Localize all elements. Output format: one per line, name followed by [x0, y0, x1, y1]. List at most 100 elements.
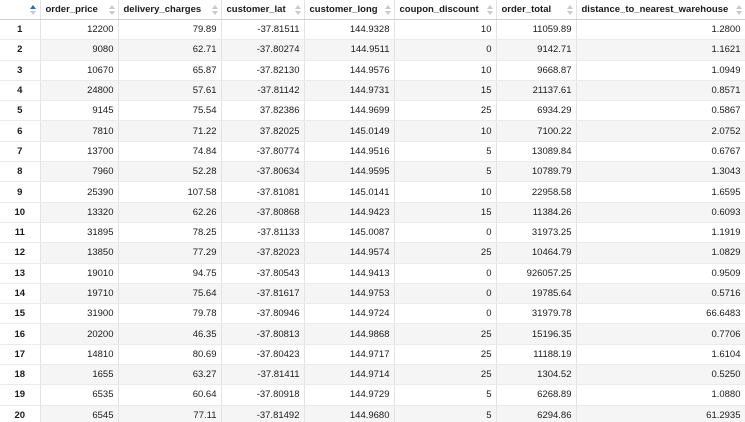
cell-delivery-charges: 74.84: [118, 141, 222, 163]
cell-order-total: 6934.29: [496, 100, 577, 122]
cell-delivery-charges: 77.11: [118, 405, 222, 422]
cell-customer-long: 144.9724: [304, 303, 395, 325]
row-number: 11: [0, 222, 41, 244]
column-header-customer-lat[interactable]: customer_lat: [221, 0, 305, 20]
cell-customer-long: 144.9753: [304, 283, 395, 305]
table-row[interactable]: 12 13850 77.29 -37.82023 144.9574 25 10464.79 1…: [0, 242, 745, 264]
cell-order-price: 7810: [40, 120, 119, 142]
table-row[interactable]: 17 14810 80.69 -37.80423 144.9717 25 11188.19 1…: [0, 344, 745, 366]
cell-delivery-charges: 75.54: [118, 100, 222, 122]
table-row[interactable]: 6 7810 71.22 37.82025 145.0149 10 7100.22 2.075…: [0, 120, 745, 142]
table-row[interactable]: 2 9080 62.71 -37.80274 144.9511 0 9142.71 1.162…: [0, 39, 745, 61]
cell-coupon-discount: 0: [394, 283, 497, 305]
table-row[interactable]: 20 6545 77.11 -37.81492 144.9680 5 6294.86 61.2…: [0, 405, 745, 422]
table-row[interactable]: 13 19010 94.75 -37.80543 144.9413 0 926057.25 0…: [0, 263, 745, 284]
table-row[interactable]: 14 19710 75.64 -37.81617 144.9753 0 19785.64 0.…: [0, 283, 745, 305]
cell-customer-long: 144.9717: [304, 344, 395, 366]
cell-customer-lat: -37.80543: [221, 263, 305, 284]
cell-order-total: 6294.86: [496, 405, 577, 422]
column-header-coupon-discount[interactable]: coupon_discount: [394, 0, 497, 20]
cell-order-total: 6268.89: [496, 384, 577, 406]
cell-distance-to-nearest-warehouse: 0.7706: [576, 323, 745, 345]
column-header-customer-long[interactable]: customer_long: [304, 0, 395, 20]
column-header-label: coupon_discount: [399, 4, 479, 15]
cell-order-price: 19010: [40, 263, 119, 284]
column-header-distance-to-nearest-warehouse[interactable]: distance_to_nearest_warehouse: [576, 0, 745, 20]
table-row[interactable]: 4 24800 57.61 -37.81142 144.9731 15 21137.61 0.…: [0, 80, 745, 102]
row-number: 20: [0, 405, 41, 422]
cell-order-price: 1655: [40, 364, 119, 386]
cell-customer-lat: -37.80423: [221, 344, 305, 366]
cell-delivery-charges: 94.75: [118, 263, 222, 284]
cell-coupon-discount: 5: [394, 161, 497, 183]
cell-delivery-charges: 63.27: [118, 364, 222, 386]
cell-customer-long: 144.9574: [304, 242, 395, 264]
cell-coupon-discount: 5: [394, 405, 497, 422]
row-number: 12: [0, 242, 41, 264]
cell-coupon-discount: 25: [394, 100, 497, 122]
sort-arrows-icon: [566, 5, 573, 15]
cell-customer-long: 145.0149: [304, 120, 395, 142]
table-row[interactable]: 11 31895 78.25 -37.81133 145.0087 0 31973.25 1.…: [0, 222, 745, 244]
column-header-label: customer_lat: [226, 4, 286, 15]
cell-order-total: 11188.19: [496, 344, 577, 366]
cell-customer-lat: -37.82130: [221, 60, 305, 81]
header-row: order_price delivery_charges customer_lat c…: [0, 0, 745, 20]
table-row[interactable]: 7 13700 74.84 -37.80774 144.9516 5 13089.84 0.6…: [0, 141, 745, 163]
table-row[interactable]: 1 12200 79.89 -37.81511 144.9328 10 11059.89 1.…: [0, 19, 745, 41]
table-row[interactable]: 8 7960 52.28 -37.80634 144.9595 5 10789.79 1.30…: [0, 161, 745, 183]
cell-coupon-discount: 0: [394, 263, 497, 284]
cell-coupon-discount: 0: [394, 222, 497, 244]
cell-customer-lat: -37.80868: [221, 202, 305, 223]
cell-delivery-charges: 80.69: [118, 344, 222, 366]
table-row[interactable]: 15 31900 79.78 -37.80946 144.9724 0 31979.78 66…: [0, 303, 745, 325]
table-row[interactable]: 5 9145 75.54 37.82386 144.9699 25 6934.29 0.586…: [0, 100, 745, 122]
cell-coupon-discount: 25: [394, 323, 497, 345]
table-row[interactable]: 10 13320 62.26 -37.80868 144.9423 15 11384.26 0…: [0, 202, 745, 223]
column-header-label: order_price: [45, 4, 98, 15]
cell-distance-to-nearest-warehouse: 1.3043: [576, 161, 745, 183]
cell-customer-long: 144.9714: [304, 364, 395, 386]
table-row[interactable]: 18 1655 63.27 -37.81411 144.9714 25 1304.52 0.5…: [0, 364, 745, 386]
cell-order-total: 926057.25: [496, 263, 577, 284]
cell-distance-to-nearest-warehouse: 0.8571: [576, 80, 745, 102]
cell-distance-to-nearest-warehouse: 1.2800: [576, 19, 745, 41]
cell-distance-to-nearest-warehouse: 1.0949: [576, 60, 745, 81]
cell-order-price: 9080: [40, 39, 119, 61]
cell-customer-long: 144.9413: [304, 263, 395, 284]
column-header-delivery-charges[interactable]: delivery_charges: [118, 0, 222, 20]
cell-order-price: 31900: [40, 303, 119, 325]
cell-order-total: 7100.22: [496, 120, 577, 142]
cell-coupon-discount: 10: [394, 19, 497, 41]
table-row[interactable]: 9 25390 107.58 -37.81081 145.0141 10 22958.58 1…: [0, 181, 745, 203]
cell-coupon-discount: 25: [394, 344, 497, 366]
column-header-order-total[interactable]: order_total: [496, 0, 577, 20]
sort-arrows-icon: [29, 5, 36, 15]
cell-customer-lat: -37.81617: [221, 283, 305, 305]
table-row[interactable]: 16 20200 46.35 -37.80813 144.9868 25 15196.35 0…: [0, 323, 745, 345]
sort-arrows-icon: [108, 5, 115, 15]
sort-arrows-icon: [384, 5, 391, 15]
column-header-label: delivery_charges: [123, 4, 202, 15]
cell-customer-long: 144.9729: [304, 384, 395, 406]
cell-delivery-charges: 77.29: [118, 242, 222, 264]
table-row[interactable]: 19 6535 60.64 -37.80918 144.9729 5 6268.89 1.08…: [0, 384, 745, 406]
column-header-label: customer_long: [309, 4, 378, 15]
row-number: 18: [0, 364, 41, 386]
cell-order-price: 9145: [40, 100, 119, 122]
cell-customer-long: 144.9516: [304, 141, 395, 163]
cell-order-price: 24800: [40, 80, 119, 102]
cell-customer-long: 144.9868: [304, 323, 395, 345]
column-header-order-price[interactable]: order_price: [40, 0, 119, 20]
cell-distance-to-nearest-warehouse: 0.6093: [576, 202, 745, 223]
cell-customer-lat: -37.81492: [221, 405, 305, 422]
cell-customer-lat: -37.80813: [221, 323, 305, 345]
cell-order-total: 10464.79: [496, 242, 577, 264]
cell-order-price: 6535: [40, 384, 119, 406]
table-row[interactable]: 3 10670 65.87 -37.82130 144.9576 10 9668.87 1.0…: [0, 60, 745, 81]
row-index-header[interactable]: [0, 0, 41, 20]
row-number: 19: [0, 384, 41, 406]
cell-coupon-discount: 10: [394, 181, 497, 203]
cell-order-total: 31973.25: [496, 222, 577, 244]
